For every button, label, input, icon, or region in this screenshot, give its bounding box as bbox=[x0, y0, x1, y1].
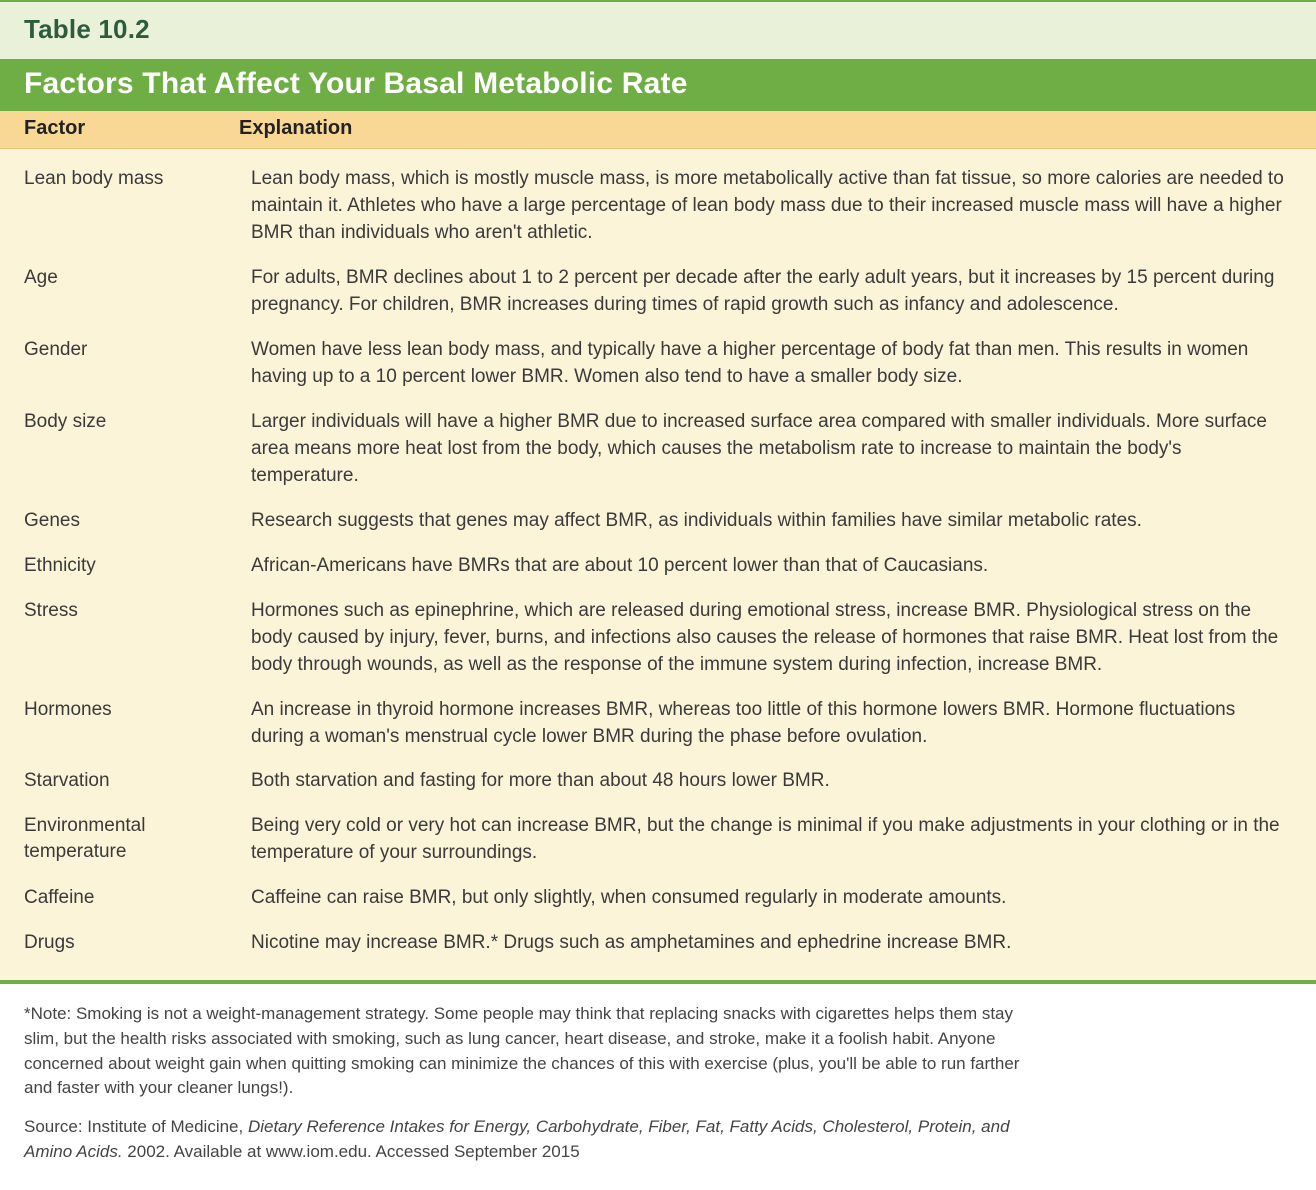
factor-cell: Gender bbox=[24, 337, 251, 363]
title-bar: Factors That Affect Your Basal Metabolic… bbox=[0, 59, 1316, 111]
source-line: Source: Institute of Medicine, Dietary R… bbox=[24, 1115, 1024, 1164]
page: Table 10.2 Factors That Affect Your Basa… bbox=[0, 0, 1316, 1190]
explanation-cell: Research suggests that genes may affect … bbox=[251, 508, 1292, 535]
explanation-cell: Nicotine may increase BMR.* Drugs such a… bbox=[251, 930, 1292, 957]
explanation-cell: Being very cold or very hot can increase… bbox=[251, 813, 1292, 867]
source-suffix: 2002. Available at www.iom.edu. Accessed… bbox=[123, 1142, 580, 1161]
factor-cell: Ethnicity bbox=[24, 553, 251, 579]
factor-cell: Lean body mass bbox=[24, 166, 251, 192]
table-container: Table 10.2 Factors That Affect Your Basa… bbox=[0, 0, 1316, 984]
explanation-cell: For adults, BMR declines about 1 to 2 pe… bbox=[251, 265, 1292, 319]
table-number: Table 10.2 bbox=[24, 14, 1292, 45]
factor-cell: Starvation bbox=[24, 768, 251, 794]
table-row: Body size Larger individuals will have a… bbox=[24, 400, 1292, 499]
table-row: Starvation Both starvation and fasting f… bbox=[24, 759, 1292, 804]
explanation-cell: Both starvation and fasting for more tha… bbox=[251, 768, 1292, 795]
factor-cell: Genes bbox=[24, 508, 251, 534]
factor-cell: Caffeine bbox=[24, 885, 251, 911]
explanation-cell: Hormones such as epinephrine, which are … bbox=[251, 598, 1292, 679]
explanation-cell: Larger individuals will have a higher BM… bbox=[251, 409, 1292, 490]
factor-cell: Stress bbox=[24, 598, 251, 624]
factor-cell: Environmental temperature bbox=[24, 813, 251, 864]
table-row: Ethnicity African-Americans have BMRs th… bbox=[24, 544, 1292, 589]
column-header-factor: Factor bbox=[24, 117, 239, 140]
table-row: Stress Hormones such as epinephrine, whi… bbox=[24, 589, 1292, 688]
table-row: Environmental temperature Being very col… bbox=[24, 804, 1292, 876]
explanation-cell: African-Americans have BMRs that are abo… bbox=[251, 553, 1292, 580]
explanation-cell: Caffeine can raise BMR, but only slightl… bbox=[251, 885, 1292, 912]
table-row: Lean body mass Lean body mass, which is … bbox=[24, 157, 1292, 256]
table-title: Factors That Affect Your Basal Metabolic… bbox=[24, 67, 1292, 101]
table-row: Caffeine Caffeine can raise BMR, but onl… bbox=[24, 876, 1292, 921]
explanation-cell: An increase in thyroid hormone increases… bbox=[251, 697, 1292, 751]
table-row: Drugs Nicotine may increase BMR.* Drugs … bbox=[24, 921, 1292, 966]
explanation-cell: Women have less lean body mass, and typi… bbox=[251, 337, 1292, 391]
explanation-cell: Lean body mass, which is mostly muscle m… bbox=[251, 166, 1292, 247]
column-header-explanation: Explanation bbox=[239, 117, 1292, 140]
source-prefix: Source: Institute of Medicine, bbox=[24, 1117, 248, 1136]
footnote-text: *Note: Smoking is not a weight-managemen… bbox=[24, 1002, 1024, 1101]
table-number-bar: Table 10.2 bbox=[0, 2, 1316, 59]
footnotes: *Note: Smoking is not a weight-managemen… bbox=[0, 984, 1048, 1190]
table-row: Hormones An increase in thyroid hormone … bbox=[24, 688, 1292, 760]
table-row: Genes Research suggests that genes may a… bbox=[24, 499, 1292, 544]
table-row: Gender Women have less lean body mass, a… bbox=[24, 328, 1292, 400]
factor-cell: Body size bbox=[24, 409, 251, 435]
factor-cell: Age bbox=[24, 265, 251, 291]
factor-cell: Drugs bbox=[24, 930, 251, 956]
table-body: Lean body mass Lean body mass, which is … bbox=[0, 149, 1316, 980]
table-row: Age For adults, BMR declines about 1 to … bbox=[24, 256, 1292, 328]
column-headers: Factor Explanation bbox=[0, 111, 1316, 149]
factor-cell: Hormones bbox=[24, 697, 251, 723]
